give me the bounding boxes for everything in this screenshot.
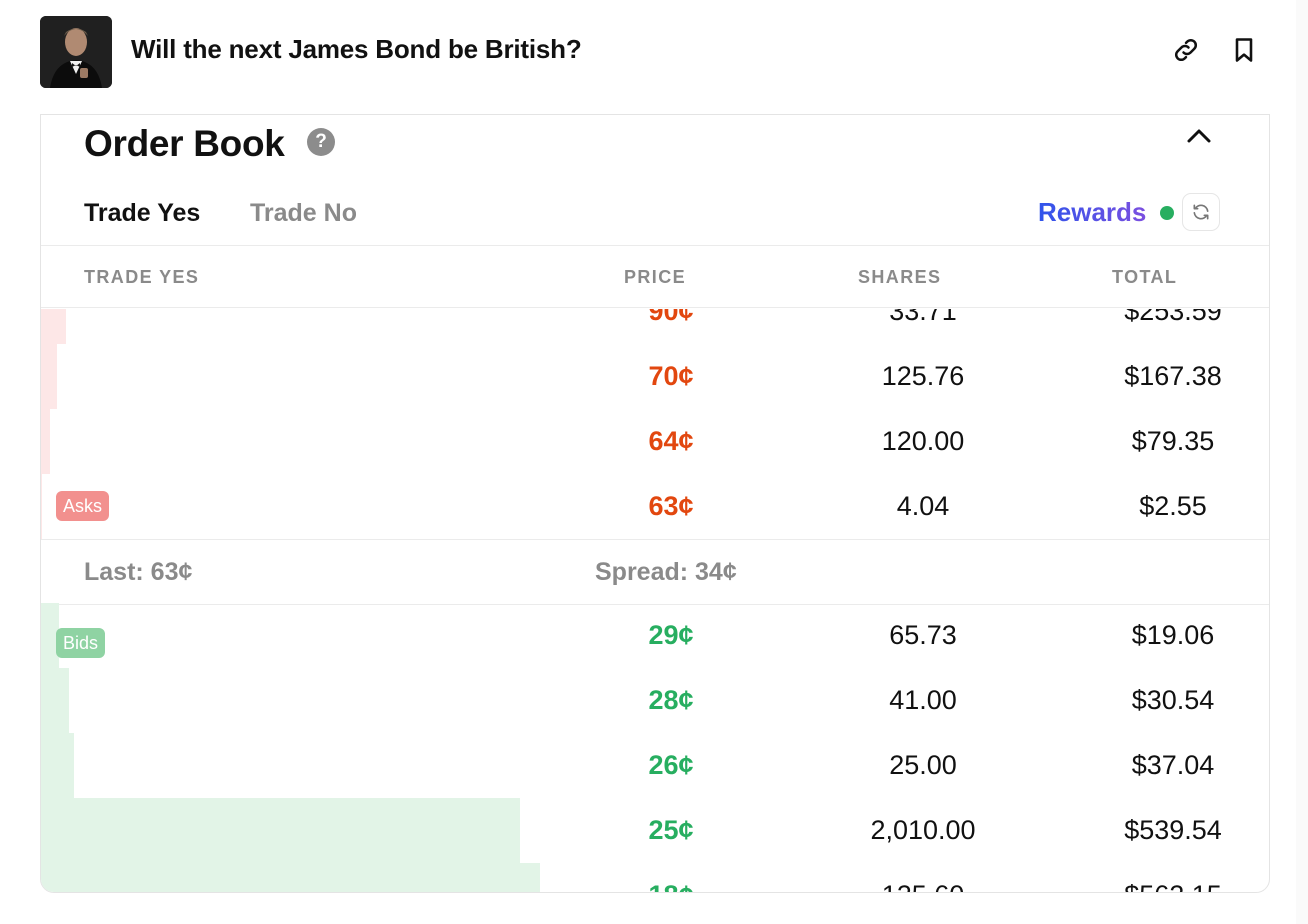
bid-row[interactable]: 26¢ 25.00 $37.04 bbox=[41, 733, 1269, 798]
spread-row: Last: 63¢ Spread: 34¢ bbox=[41, 539, 1269, 605]
bid-total: $37.04 bbox=[1131, 750, 1215, 780]
order-book-title: Order Book bbox=[84, 123, 285, 164]
ask-total: $253.59 bbox=[1124, 309, 1222, 326]
ask-price: 63¢ bbox=[648, 491, 694, 521]
bid-row[interactable]: 28¢ 41.00 $30.54 bbox=[41, 668, 1269, 733]
ask-depth-bar bbox=[41, 309, 66, 344]
market-title: Will the next James Bond be British? bbox=[131, 34, 582, 64]
bid-price: 29¢ bbox=[648, 620, 694, 650]
market-avatar bbox=[40, 16, 112, 88]
ask-price: 64¢ bbox=[648, 426, 694, 456]
bids-badge: Bids bbox=[56, 628, 106, 658]
bid-shares: 2,010.00 bbox=[870, 815, 976, 845]
bid-price: 28¢ bbox=[648, 685, 694, 715]
link-icon[interactable] bbox=[1168, 32, 1204, 68]
ask-row[interactable]: 63¢ 4.04 $2.55 Asks bbox=[41, 474, 1269, 539]
bid-shares: 25.00 bbox=[889, 750, 957, 780]
bid-total: $539.54 bbox=[1124, 815, 1222, 845]
ask-row[interactable]: 64¢ 120.00 $79.35 bbox=[41, 409, 1269, 474]
ask-row[interactable]: 90¢ 33.71 $253.59 bbox=[41, 309, 1269, 344]
ask-total: $2.55 bbox=[1139, 491, 1207, 521]
ask-shares: 33.71 bbox=[889, 309, 957, 326]
help-icon[interactable]: ? bbox=[307, 128, 335, 156]
ask-shares: 120.00 bbox=[881, 426, 965, 456]
last-price: Last: 63¢ bbox=[84, 558, 193, 586]
bid-depth-bar bbox=[41, 863, 540, 892]
ask-shares: 125.76 bbox=[881, 361, 965, 391]
bid-total: $30.54 bbox=[1131, 685, 1215, 715]
ask-row[interactable]: 70¢ 125.76 $167.38 bbox=[41, 344, 1269, 409]
tab-trade-yes[interactable]: Trade Yes bbox=[84, 199, 201, 227]
chevron-up-icon[interactable] bbox=[1181, 121, 1217, 151]
status-dot bbox=[1160, 206, 1174, 220]
ask-shares: 4.04 bbox=[896, 491, 950, 521]
bookmark-icon[interactable] bbox=[1226, 32, 1262, 68]
ask-depth-bar bbox=[41, 474, 42, 539]
bid-row[interactable]: 29¢ 65.73 $19.06 Bids bbox=[41, 603, 1269, 668]
bid-shares: 65.73 bbox=[889, 620, 957, 650]
refresh-button[interactable] bbox=[1182, 193, 1220, 231]
bid-price: 26¢ bbox=[648, 750, 694, 780]
ask-price: 90¢ bbox=[648, 309, 694, 326]
rewards-link[interactable]: Rewards bbox=[1038, 197, 1147, 227]
order-book-card: Order Book ? Trade Yes Trade No Rewards … bbox=[40, 114, 1270, 893]
bid-total: $562.15 bbox=[1103, 863, 1243, 892]
bid-depth-bar bbox=[41, 733, 74, 798]
bid-depth-bar bbox=[41, 798, 520, 863]
ask-depth-bar bbox=[41, 344, 57, 409]
bid-price: 18¢ bbox=[601, 863, 741, 892]
ask-total: $79.35 bbox=[1131, 426, 1215, 456]
ask-depth-bar bbox=[41, 409, 50, 474]
refresh-icon bbox=[1193, 204, 1209, 220]
ask-price: 70¢ bbox=[648, 361, 694, 391]
bid-row[interactable]: 25¢ 2,010.00 $539.54 bbox=[41, 798, 1269, 863]
ask-total: $167.38 bbox=[1124, 361, 1222, 391]
column-header-shares: SHARES bbox=[858, 267, 942, 287]
bid-depth-bar bbox=[41, 603, 59, 668]
divider bbox=[41, 245, 1269, 246]
divider bbox=[41, 307, 1269, 308]
bid-shares: 125.60 bbox=[853, 863, 993, 892]
spread-value: Spread: 34¢ bbox=[595, 558, 737, 586]
bid-depth-bar bbox=[41, 668, 69, 733]
bid-price: 25¢ bbox=[648, 815, 694, 845]
bid-shares: 41.00 bbox=[889, 685, 957, 715]
page-right-edge bbox=[1296, 0, 1308, 924]
column-header-total: TOTAL bbox=[1112, 267, 1178, 287]
asks-badge: Asks bbox=[56, 491, 110, 521]
bid-total: $19.06 bbox=[1131, 620, 1215, 650]
column-header-price: PRICE bbox=[624, 267, 687, 287]
bid-row[interactable]: 18¢ 125.60 $562.15 bbox=[41, 863, 1269, 892]
order-book-rows: 90¢ 33.71 $253.59 70¢ 125.76 $167.38 64¢ 120.00… bbox=[41, 309, 1269, 892]
tab-trade-no[interactable]: Trade No bbox=[250, 199, 357, 227]
column-header-trade: TRADE YES bbox=[84, 267, 200, 287]
